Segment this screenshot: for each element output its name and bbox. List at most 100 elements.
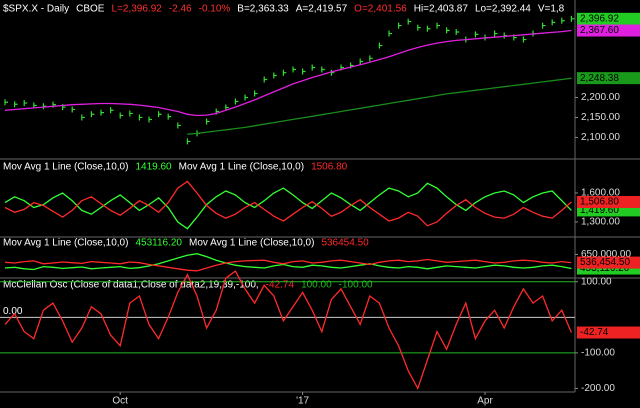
y-tick-label: -200.00 [581,383,615,394]
header-text: A=2,419.57 [296,4,348,15]
price-bar [4,99,8,106]
y-tick-label: 2,200.00 [581,92,620,103]
last-value-tag [577,326,640,339]
last-value-tag [577,256,640,269]
price-bar [455,28,460,35]
price-bar [23,100,28,107]
header-text: Mov Avg 1 Line (Close,10,0) [3,162,128,173]
price-bar [321,66,325,73]
price-bar [436,22,440,29]
price-bar [119,112,124,119]
price-bar [273,72,277,79]
price-bar [138,114,143,121]
header-text: Hi=2,403.87 [414,4,469,15]
series-line [4,29,572,117]
last-value-tag [577,12,640,25]
y-tick-label: -100.00 [581,348,615,359]
last-value-label: 1,419.60 [580,205,619,216]
header-text: L=2,396.92 [111,4,162,15]
price-bar [282,69,287,76]
price-bar [407,18,412,25]
last-value-label: 536,454.50 [580,257,630,268]
last-value-tag [577,24,640,37]
header-text: B=2,363.33 [237,4,289,15]
price-bar [110,107,114,114]
price-bar [302,68,306,75]
price-bar [359,58,364,65]
y-tick-label: 100.00 [581,276,612,287]
price-bar [378,42,383,49]
header-text: 453116.20 [135,238,182,249]
price-bar [90,111,95,118]
header-text: O=2,401.56 [354,4,407,15]
price-bar [417,24,421,31]
last-value-tag [577,72,640,85]
header-text: Lo=2,392.44 [475,4,531,15]
price-bar [100,109,104,116]
price-bar [129,110,133,117]
price-bar [369,55,373,62]
x-tick-label: Apr [477,396,493,407]
price-bar [292,66,296,73]
y-tick-label: 1,600.00 [581,188,620,199]
header-text: 1419.60 [135,162,172,173]
zero-line-label: 0.00 [3,306,23,317]
y-tick-label: 1,300.00 [581,217,620,228]
header-text: McClellan Osc (Close of data1,Close of d… [3,280,259,291]
y-tick-label: 2,150.00 [581,112,620,123]
price-bar [225,104,229,111]
y-tick-label: 2,100.00 [581,132,620,143]
last-value-label: 2,248.38 [580,73,619,84]
price-bar [551,19,556,26]
price-bar [522,36,527,43]
header-text: -2.46 [169,4,192,15]
price-bar [263,76,268,83]
header-text: Mov Avg 1 Line (Close,10,0) [179,162,304,173]
price-bar [388,30,392,37]
price-bar [234,98,239,105]
price-bar [14,101,18,108]
header-text: -42.74 [266,280,295,291]
price-bar [561,17,565,24]
price-bar [158,111,162,118]
series-line [4,180,572,227]
price-bar [81,114,85,121]
header-text: 1506.80 [311,162,348,173]
x-tick-label: '17 [296,396,309,407]
price-bar [148,116,152,123]
series-line [4,182,572,230]
price-bar [542,22,546,29]
price-bar [474,31,479,38]
last-value-label: 2,396.92 [580,13,619,24]
last-value-label: 453,116.20 [580,263,630,274]
series-line [187,77,572,135]
price-bar [254,90,258,97]
price-bar [446,27,450,34]
y-tick-label: 650,000.00 [581,249,631,260]
header-text: 100.00 [301,280,332,291]
price-bar [206,118,210,125]
x-tick-label: Oct [112,396,128,407]
last-value-tag [577,195,640,208]
price-bar [494,30,498,37]
series-line [4,270,572,391]
price-bar [167,113,172,120]
series-line [4,258,572,272]
price-bar [426,25,431,32]
last-value-label: 1,506.80 [580,197,619,208]
last-value-label: -42.74 [580,327,609,338]
header-text: 536454.50 [321,238,369,249]
header-text: -0.10% [199,4,231,15]
price-bar [177,122,181,129]
price-bar [330,69,335,76]
header-text: CBOE [76,4,105,15]
series-line [4,253,572,271]
price-bar [311,64,316,71]
header-text: -100.00 [339,280,373,291]
header-text: V=1,8 [538,4,565,15]
price-bar [186,138,191,145]
price-bar [398,22,402,29]
header-text: Mov Avg 1 Line (Close,10,0) [3,238,128,249]
